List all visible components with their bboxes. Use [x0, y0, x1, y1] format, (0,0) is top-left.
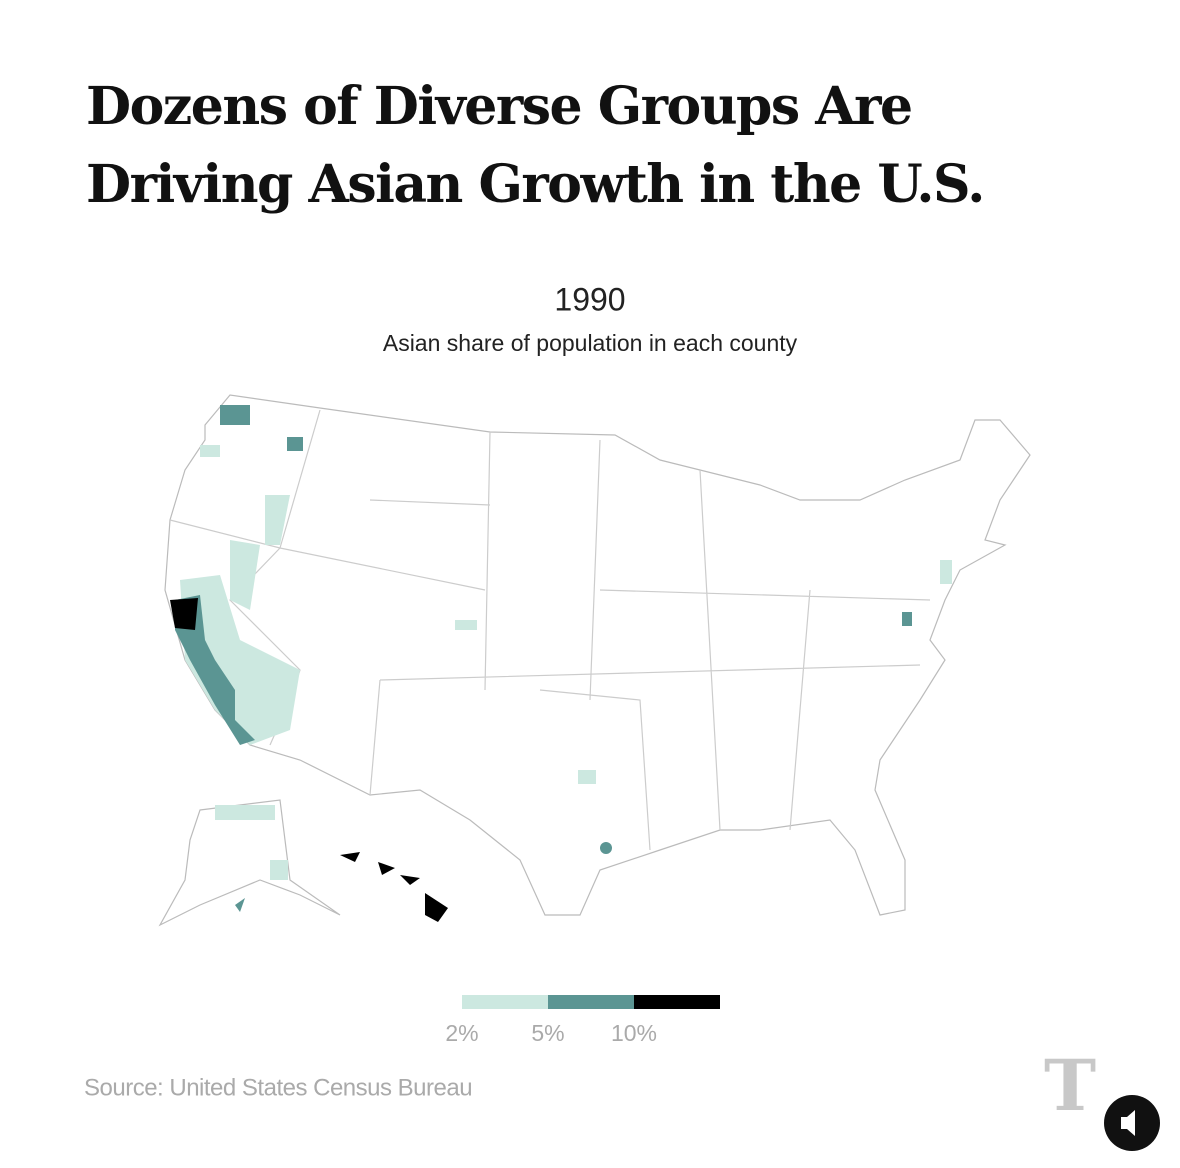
legend-label: 10%	[611, 1020, 657, 1046]
map-year: 1990	[554, 281, 625, 317]
sound-icon	[1121, 1110, 1135, 1136]
legend-label: 2%	[445, 1020, 478, 1046]
legend-swatch	[634, 995, 720, 1009]
legend: 2% 5% 10%	[445, 995, 720, 1046]
county-fills	[170, 405, 952, 922]
legend-swatch	[462, 995, 548, 1009]
source-note: Source: United States Census Bureau	[84, 1074, 472, 1101]
logo: T	[1044, 1044, 1096, 1127]
title-line: Dozens of Diverse Groups Are	[86, 76, 913, 137]
map-subtitle: Asian share of population in each county	[383, 330, 798, 356]
legend-label: 5%	[531, 1020, 564, 1046]
legend-swatch	[548, 995, 634, 1009]
title-line: Driving Asian Growth in the U.S.	[86, 154, 985, 215]
map-outline	[158, 394, 1031, 927]
